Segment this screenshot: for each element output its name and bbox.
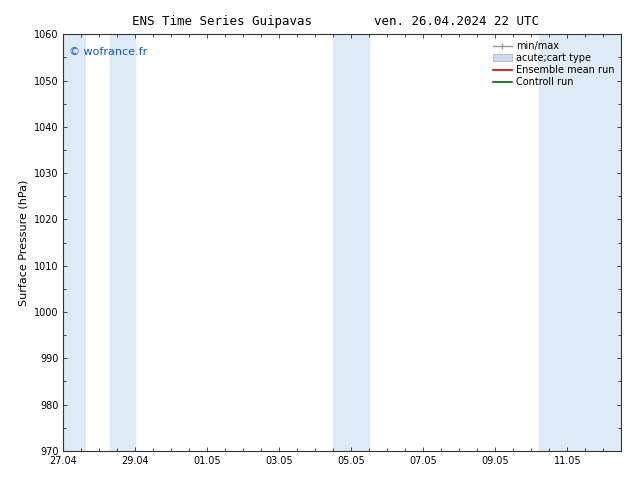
Bar — [538, 34, 621, 451]
Text: © wofrance.fr: © wofrance.fr — [69, 47, 147, 57]
Text: ven. 26.04.2024 22 UTC: ven. 26.04.2024 22 UTC — [374, 15, 539, 28]
Bar — [110, 34, 136, 451]
Bar — [63, 34, 85, 451]
Text: ENS Time Series Guipavas: ENS Time Series Guipavas — [132, 15, 312, 28]
Y-axis label: Surface Pressure (hPa): Surface Pressure (hPa) — [18, 179, 29, 306]
Legend: min/max, acute;cart type, Ensemble mean run, Controll run: min/max, acute;cart type, Ensemble mean … — [491, 39, 616, 89]
Bar — [333, 34, 370, 451]
